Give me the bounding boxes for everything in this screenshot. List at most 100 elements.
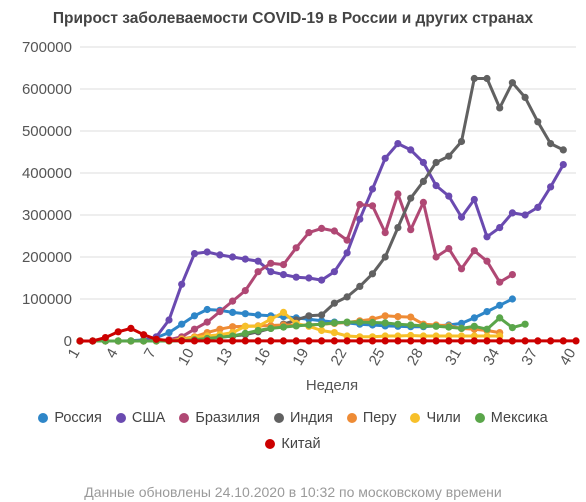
data-point [521,337,529,345]
y-tick-label: 700000 [22,39,72,56]
legend-label: Россия [54,410,102,426]
data-point [470,247,478,255]
legend-item[interactable]: Мексика [474,410,548,426]
data-point [292,244,300,252]
data-point [114,337,122,345]
data-point [254,337,262,345]
data-point [330,319,338,327]
data-point [254,257,262,265]
data-point [292,273,300,281]
data-point [419,177,427,185]
data-point [190,337,199,345]
x-tick-label: 22 [327,346,350,369]
data-point [318,337,326,345]
data-point [229,253,237,261]
x-tick-label: 1 [65,346,84,362]
data-point [356,215,364,223]
data-point [419,158,427,167]
data-point [483,257,491,265]
data-point [432,253,440,261]
data-point [457,137,466,146]
legend-item[interactable]: США [115,410,165,426]
legend-item[interactable]: Чили [410,410,461,426]
data-point [381,312,389,320]
legend-label: Перу [362,410,397,426]
y-tick-label: 400000 [22,165,72,182]
y-tick-label: 100000 [22,291,72,308]
data-point [419,322,427,330]
y-tick-label: 0 [64,333,72,350]
x-tick-label: 31 [442,346,465,369]
legend-marker [265,439,276,449]
data-point [394,224,402,232]
data-point [534,203,542,211]
data-point [330,268,338,276]
data-point [89,337,97,345]
data-point [76,337,84,345]
data-point [318,326,326,335]
data-point [521,93,529,101]
data-point [330,329,338,337]
data-point [356,282,364,290]
data-point [279,261,288,269]
legend-marker [38,413,49,423]
data-point [470,74,478,83]
data-point [229,308,237,316]
data-point [445,192,453,200]
data-point [267,324,275,332]
legend-marker [410,413,421,423]
data-point [356,200,364,209]
legend-item[interactable]: Индия [273,410,333,426]
data-point [432,158,440,167]
legend-marker [273,413,284,423]
y-tick-label: 500000 [22,123,72,140]
data-point [305,312,313,320]
x-tick-label: 10 [175,346,198,369]
data-point [368,318,377,327]
data-point [496,224,504,232]
data-point [521,211,529,219]
x-tick-label: 40 [556,346,579,369]
data-point [165,329,173,337]
data-point [254,311,262,319]
data-point [152,335,160,343]
data-point [445,152,453,160]
data-point [457,319,466,327]
data-point [508,79,516,87]
data-point [572,337,580,345]
data-point [559,161,567,169]
data-point [279,337,288,345]
legend-item[interactable]: Перу [346,410,397,426]
data-point [381,319,389,327]
legend-item[interactable]: Россия [38,410,102,426]
data-point [496,337,504,345]
data-point [445,337,453,345]
data-point [419,337,427,345]
data-point [483,308,491,316]
data-point [216,337,224,345]
data-point [394,320,402,328]
data-point [432,182,440,190]
data-point [432,322,440,330]
data-point [305,321,313,329]
data-point [140,331,148,339]
x-tick-label: 28 [404,346,427,369]
data-point [203,248,211,256]
data-point [356,318,364,326]
data-point [356,337,364,345]
data-point [216,325,224,333]
data-point [343,236,351,244]
series-line [80,77,564,343]
data-point [368,337,377,345]
data-point [241,322,249,330]
data-point [229,337,237,345]
data-point [305,274,313,282]
data-point [547,337,555,345]
data-point [254,268,262,276]
legend-marker [346,413,357,423]
data-point [432,337,440,345]
data-point [178,337,186,345]
legend-item[interactable]: Китай [265,436,321,452]
legend-item[interactable]: Бразилия [179,410,260,426]
x-tick-label: 7 [141,346,160,362]
